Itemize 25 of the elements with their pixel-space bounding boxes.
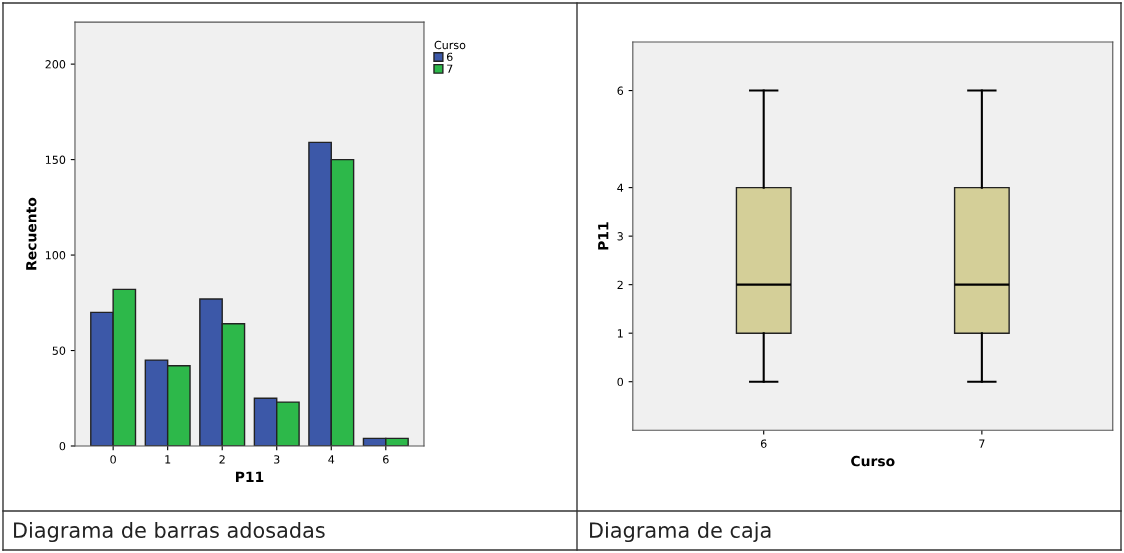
text: Diagrama de caja [590,521,771,543]
x-tick-label: 1 [165,455,171,464]
x-tick-label: 6 [383,455,389,464]
x-tick-label: 0 [110,455,116,464]
legend-label: 6 [446,52,453,62]
text: Diagrama de barras adosadas [14,521,325,543]
y-axis-title: P11 [598,222,609,250]
x-tick-label: 4 [328,455,335,464]
y-tick-label: 4 [617,183,624,192]
y-tick-label: 1 [617,329,623,338]
y-tick-label: 50 [52,346,66,355]
y-tick-label: 3 [617,232,623,241]
x-axis-title: P11 [235,471,264,482]
y-tick-label: 200 [45,60,66,69]
legend-label: 7 [447,64,453,73]
y-tick-label: 100 [45,251,66,260]
y-axis-title: Recuento [26,197,37,270]
y-tick-label: 6 [617,86,624,95]
x-axis-title: Curso [851,455,895,467]
y-tick-label: 150 [45,155,66,164]
y-tick-label: 0 [617,377,624,387]
x-tick-label: 3 [274,455,280,464]
legend-title: Curso [434,40,466,50]
x-tick-label: 2 [219,455,225,464]
y-tick-label: 2 [617,280,623,289]
